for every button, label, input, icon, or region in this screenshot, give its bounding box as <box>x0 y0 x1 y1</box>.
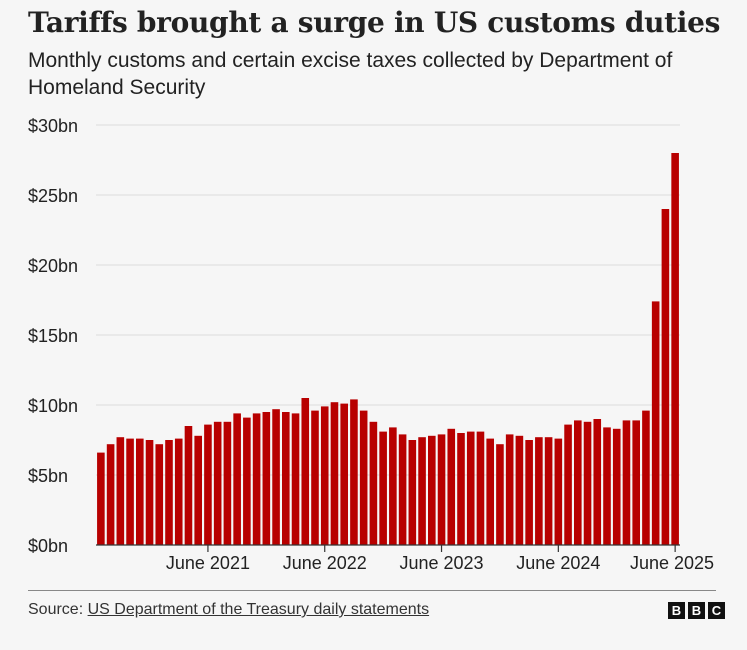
bar-sep-2024 <box>583 421 592 545</box>
footer-divider <box>28 590 716 591</box>
bar-dec-2024 <box>612 428 621 545</box>
source-prefix: Source: <box>28 601 88 618</box>
x-tick-label: June 2021 <box>166 553 250 573</box>
source-note: Source: US Department of the Treasury da… <box>28 601 429 619</box>
bar-chart: $0bn $5bn $10bn $15bn $20bn $25bn $30bn June 2… <box>28 116 714 573</box>
bar-aug-2024 <box>574 420 582 545</box>
bar-may-2021 <box>194 435 202 545</box>
bar-oct-2021 <box>243 417 251 545</box>
bar-aug-2021 <box>223 421 232 545</box>
bar-may-2023 <box>428 435 436 545</box>
bar-jun-2022 <box>320 406 329 545</box>
y-tick-label: $5bn <box>28 466 68 486</box>
bar-mar-2025 <box>642 410 650 545</box>
bar-nov-2022 <box>369 421 378 545</box>
bar-jul-2024 <box>564 424 572 545</box>
bar-feb-2024 <box>515 435 524 545</box>
bar-apr-2022 <box>301 398 310 545</box>
bar-aug-2022 <box>340 403 348 545</box>
bar-dec-2020 <box>145 440 154 545</box>
bar-nov-2020 <box>136 438 144 545</box>
bar-sep-2020 <box>116 437 125 545</box>
bbc-logo-letter-1: B <box>668 602 685 619</box>
bar-sep-2023 <box>466 431 475 545</box>
x-tick-label: June 2022 <box>283 553 367 573</box>
bbc-logo-letter-3: C <box>708 602 725 619</box>
bar-mar-2023 <box>408 440 417 545</box>
bar-apr-2024 <box>535 437 543 545</box>
bar-feb-2023 <box>398 434 407 545</box>
gridlines <box>96 124 680 476</box>
bar-nov-2024 <box>603 427 611 545</box>
bar-apr-2025 <box>651 301 660 545</box>
bar-may-2024 <box>544 437 553 545</box>
x-axis-labels: June 2021 June 2022 June 2023 June 2024 June… <box>166 545 714 573</box>
x-tick-label: June 2024 <box>516 553 600 573</box>
bar-feb-2022 <box>282 412 290 545</box>
bar-jul-2021 <box>213 421 222 545</box>
bar-oct-2022 <box>359 410 368 545</box>
bbc-logo: B B C <box>668 602 725 619</box>
bar-nov-2023 <box>486 438 494 545</box>
bar-dec-2022 <box>379 431 387 545</box>
bar-apr-2023 <box>418 437 426 545</box>
bar-apr-2021 <box>184 426 193 545</box>
y-tick-label: $20bn <box>28 256 78 276</box>
bar-oct-2024 <box>593 419 602 545</box>
bar-feb-2021 <box>165 440 173 545</box>
bar-mar-2021 <box>174 438 183 545</box>
chart-title: Tariffs brought a surge in US customs du… <box>28 6 721 39</box>
y-axis-labels: $0bn $5bn $10bn $15bn $20bn $25bn $30bn <box>28 116 78 556</box>
bar-aug-2020 <box>106 444 115 545</box>
x-tick-label: June 2025 <box>630 553 714 573</box>
bar-may-2025 <box>661 209 670 545</box>
bar-may-2022 <box>311 410 319 545</box>
bar-oct-2020 <box>126 438 134 545</box>
bar-dec-2021 <box>262 412 271 545</box>
bar-jul-2023 <box>447 428 456 545</box>
bar-feb-2025 <box>632 420 640 545</box>
bar-jun-2025 <box>671 153 679 545</box>
x-tick-label: June 2023 <box>399 553 483 573</box>
bar-jun-2023 <box>437 434 446 545</box>
bar-mar-2024 <box>525 440 533 545</box>
bar-oct-2023 <box>476 431 485 545</box>
bar-jan-2022 <box>272 409 280 545</box>
bar-jun-2021 <box>204 424 212 545</box>
bar-dec-2023 <box>496 444 504 545</box>
bar-aug-2023 <box>457 433 465 545</box>
y-tick-label: $25bn <box>28 186 78 206</box>
bar-jan-2025 <box>622 420 631 545</box>
bar-jul-2020 <box>97 452 105 545</box>
source-link[interactable]: US Department of the Treasury daily stat… <box>87 601 430 618</box>
y-tick-label: $15bn <box>28 326 78 346</box>
bars <box>97 153 679 545</box>
bar-sep-2021 <box>233 413 241 545</box>
bar-jan-2023 <box>389 427 397 545</box>
chart-subtitle: Monthly customs and certain excise taxes… <box>28 49 673 99</box>
bar-jan-2021 <box>155 444 164 545</box>
bar-jul-2022 <box>330 402 339 545</box>
bar-nov-2021 <box>252 413 261 545</box>
y-tick-label: $0bn <box>28 536 68 556</box>
y-tick-label: $10bn <box>28 396 78 416</box>
bar-jun-2024 <box>554 438 563 545</box>
bar-jan-2024 <box>505 434 514 545</box>
bar-sep-2022 <box>350 399 358 545</box>
bbc-logo-letter-2: B <box>688 602 705 619</box>
y-tick-label: $30bn <box>28 116 78 136</box>
bar-mar-2022 <box>291 413 300 545</box>
